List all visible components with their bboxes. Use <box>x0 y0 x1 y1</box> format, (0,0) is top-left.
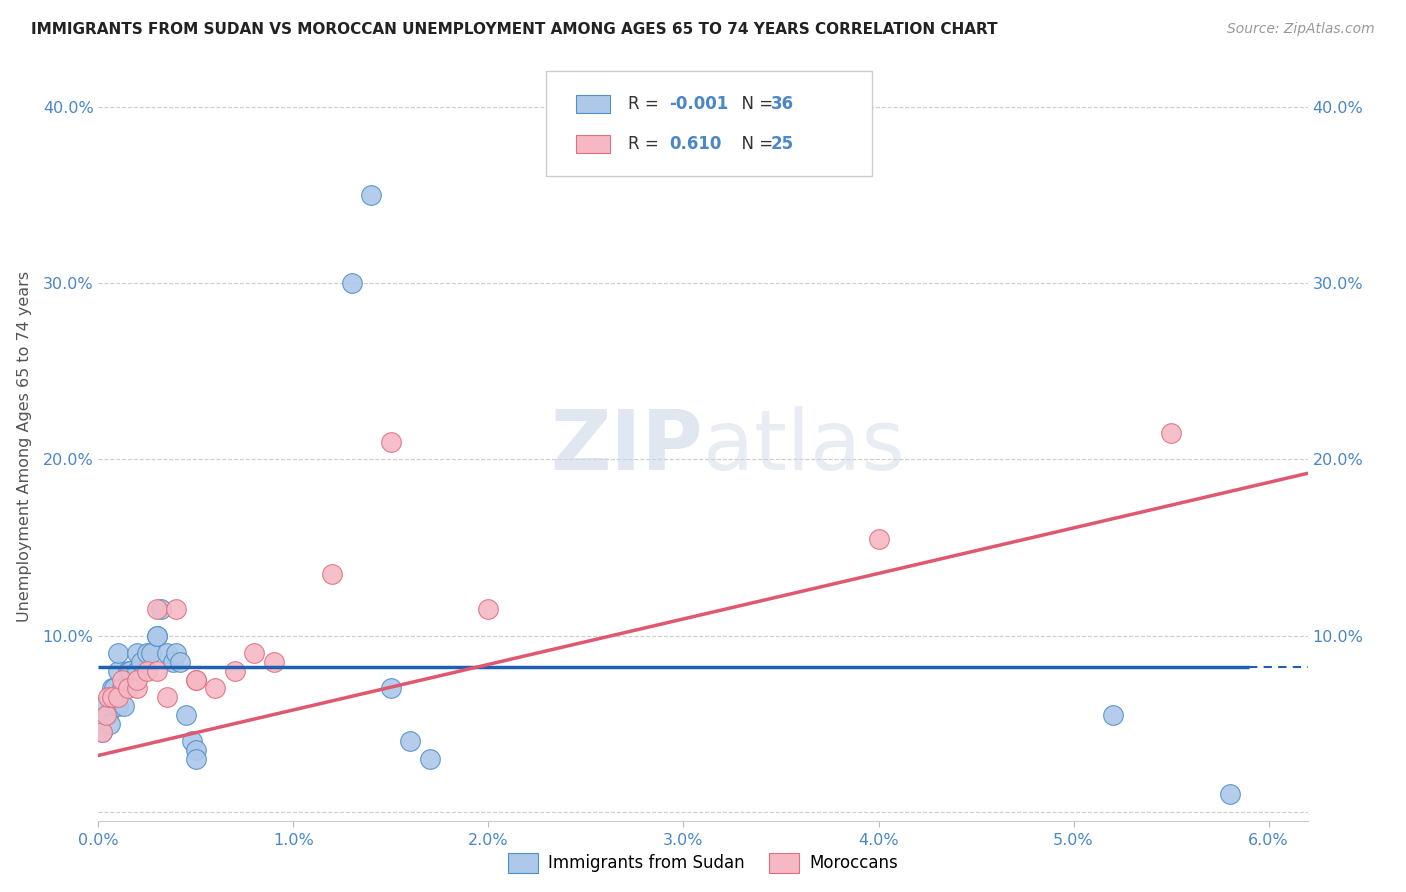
Point <box>111 673 134 687</box>
Point <box>97 690 120 705</box>
Point <box>117 664 139 678</box>
Point <box>146 628 169 642</box>
Text: ZIP: ZIP <box>551 406 703 486</box>
Point <box>263 655 285 669</box>
Y-axis label: Unemployment Among Ages 65 to 74 years: Unemployment Among Ages 65 to 74 years <box>17 270 31 622</box>
Point <box>111 681 134 696</box>
Point <box>97 707 120 722</box>
Point <box>380 681 402 696</box>
Point <box>174 707 197 722</box>
Text: atlas: atlas <box>703 406 904 486</box>
Point <box>224 664 246 678</box>
Text: 25: 25 <box>770 135 794 153</box>
Point <box>184 752 207 766</box>
Text: R =: R = <box>628 95 664 113</box>
Point <box>127 664 149 678</box>
Text: N =: N = <box>731 135 778 153</box>
Point <box>112 699 135 714</box>
Point <box>1101 707 1123 722</box>
Point <box>96 707 118 722</box>
Point <box>243 646 266 660</box>
FancyBboxPatch shape <box>576 135 610 153</box>
Point <box>101 690 124 705</box>
Point <box>139 646 162 660</box>
Point <box>399 734 422 748</box>
FancyBboxPatch shape <box>576 95 610 113</box>
Text: Source: ZipAtlas.com: Source: ZipAtlas.com <box>1227 22 1375 37</box>
Point <box>101 681 124 696</box>
Point <box>868 532 890 546</box>
Text: N =: N = <box>731 95 778 113</box>
Point <box>149 602 172 616</box>
Legend: Immigrants from Sudan, Moroccans: Immigrants from Sudan, Moroccans <box>501 847 905 880</box>
Point <box>98 716 121 731</box>
Point <box>340 276 363 290</box>
Point <box>419 752 441 766</box>
Point <box>127 673 149 687</box>
Point <box>118 664 141 678</box>
Point <box>136 664 159 678</box>
Point <box>477 602 499 616</box>
Point <box>181 734 204 748</box>
Text: IMMIGRANTS FROM SUDAN VS MOROCCAN UNEMPLOYMENT AMONG AGES 65 TO 74 YEARS CORRELA: IMMIGRANTS FROM SUDAN VS MOROCCAN UNEMPL… <box>31 22 998 37</box>
Point <box>165 602 187 616</box>
Point <box>107 664 129 678</box>
Point <box>184 743 207 757</box>
Text: -0.001: -0.001 <box>669 95 728 113</box>
Point <box>321 566 343 581</box>
Point <box>380 434 402 449</box>
Text: 0.610: 0.610 <box>669 135 721 153</box>
Point <box>1160 425 1182 440</box>
Point <box>146 602 169 616</box>
Point <box>156 690 179 705</box>
Point <box>360 187 382 202</box>
FancyBboxPatch shape <box>546 71 872 177</box>
Point <box>127 646 149 660</box>
Point <box>184 673 207 687</box>
Text: 36: 36 <box>770 95 794 113</box>
Point <box>156 646 179 660</box>
Point <box>146 664 169 678</box>
Point <box>117 681 139 696</box>
Point <box>146 628 169 642</box>
Point <box>184 673 207 687</box>
Point <box>127 681 149 696</box>
Point <box>91 725 114 739</box>
Point <box>107 646 129 660</box>
Text: R =: R = <box>628 135 664 153</box>
Point <box>136 646 159 660</box>
Point <box>131 655 153 669</box>
Point <box>107 690 129 705</box>
Point <box>162 655 184 669</box>
Point <box>107 699 129 714</box>
Point <box>165 646 187 660</box>
Point <box>103 681 125 696</box>
Point <box>169 655 191 669</box>
Point <box>91 725 114 739</box>
Point <box>204 681 226 696</box>
Point <box>1219 787 1241 801</box>
Point <box>93 699 115 714</box>
